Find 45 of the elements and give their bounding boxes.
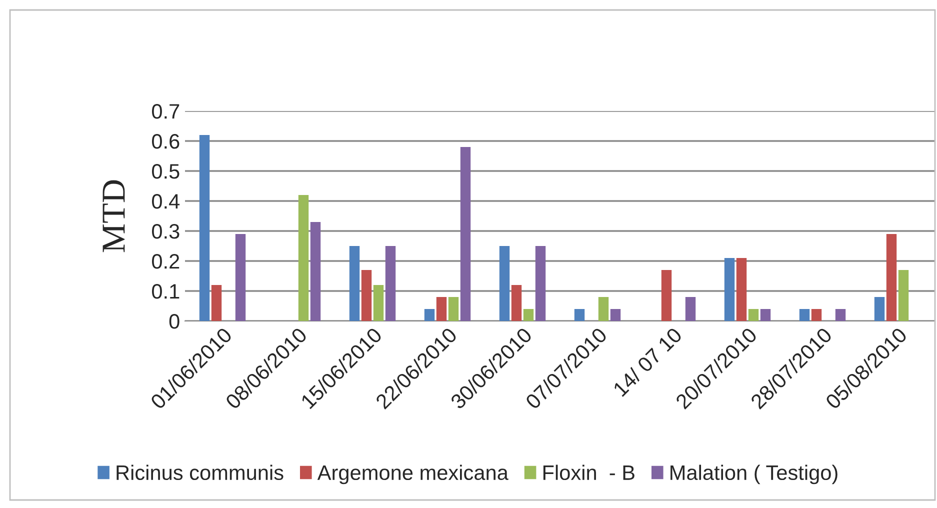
y-tick-label: 0.3 bbox=[152, 224, 180, 239]
y-tick-label: 0 bbox=[169, 314, 180, 329]
bar bbox=[811, 309, 822, 321]
legend-label: Malation ( Testigo) bbox=[670, 464, 838, 484]
bar bbox=[874, 297, 885, 321]
bar bbox=[310, 222, 321, 321]
bar bbox=[298, 195, 309, 321]
bar bbox=[511, 285, 522, 321]
y-tick-label: 0.6 bbox=[152, 134, 180, 149]
bar bbox=[361, 270, 372, 321]
bar bbox=[898, 270, 909, 321]
bar bbox=[349, 246, 360, 321]
legend-label: Floxin - B bbox=[543, 464, 634, 480]
legend-label: Argemone mexicana bbox=[317, 464, 508, 484]
y-tick-label: 0.1 bbox=[152, 284, 180, 299]
bar bbox=[424, 309, 435, 321]
bar bbox=[748, 309, 759, 321]
bar bbox=[385, 246, 396, 321]
bar bbox=[886, 234, 897, 321]
bar bbox=[211, 285, 222, 321]
bar bbox=[685, 297, 696, 321]
bar bbox=[661, 270, 672, 321]
bar bbox=[436, 297, 447, 321]
legend-label: Ricinus communis bbox=[116, 464, 284, 480]
bar bbox=[799, 309, 810, 321]
y-axis-title: MTD bbox=[102, 180, 125, 252]
bar bbox=[373, 285, 384, 321]
bar bbox=[523, 309, 534, 321]
bar bbox=[535, 246, 546, 321]
bar bbox=[760, 309, 771, 321]
bar bbox=[610, 309, 621, 321]
bar bbox=[574, 309, 585, 321]
y-tick-label: 0.7 bbox=[152, 104, 180, 119]
bar bbox=[598, 297, 609, 321]
bar bbox=[460, 147, 471, 321]
bar bbox=[235, 234, 246, 321]
bar bbox=[448, 297, 459, 321]
bar bbox=[499, 246, 510, 321]
bar bbox=[724, 258, 735, 321]
bar bbox=[199, 135, 210, 321]
bar bbox=[736, 258, 747, 321]
y-tick-label: 0.4 bbox=[152, 194, 180, 209]
y-tick-label: 0.5 bbox=[152, 164, 180, 179]
bar bbox=[835, 309, 846, 321]
y-tick-label: 0.2 bbox=[152, 254, 180, 269]
